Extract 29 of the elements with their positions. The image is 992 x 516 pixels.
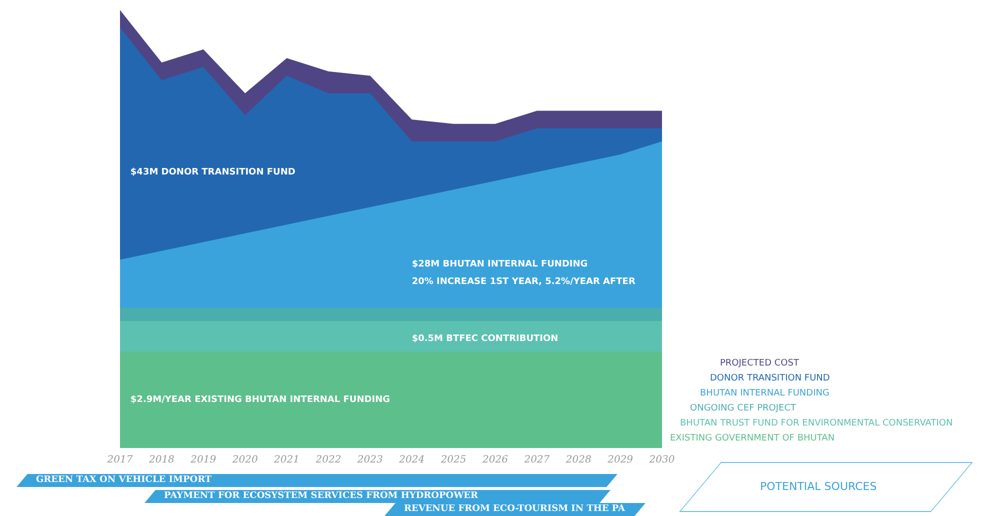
text: DONOR TRANSITION FUND bbox=[710, 373, 830, 384]
x-tick-label: 2027 bbox=[523, 454, 550, 466]
annotation: $43M DONOR TRANSITION FUND bbox=[130, 167, 296, 178]
ribbon: PAYMENT FOR ECOSYSTEM SERVICES FROM HYDROPOWER bbox=[144, 490, 610, 503]
series-label: EXISTING GOVERNMENT OF BHUTAN bbox=[670, 433, 835, 444]
x-tick-label: 2017 bbox=[106, 454, 134, 466]
ribbon: REVENUE FROM ECO-TOURISM IN THE PA bbox=[384, 503, 646, 516]
x-tick-label: 2024 bbox=[398, 454, 425, 466]
x-tick-label: 2029 bbox=[606, 454, 634, 466]
x-tick-label: 2021 bbox=[273, 454, 300, 466]
annotation: $28M BHUTAN INTERNAL FUNDING bbox=[412, 259, 588, 270]
annotation: $0.5M BTFEC CONTRIBUTION bbox=[412, 334, 558, 344]
x-tick-label: 2023 bbox=[356, 454, 383, 466]
annotation: 20% INCREASE 1ST YEAR, 5.2%/YEAR AFTER bbox=[412, 276, 636, 287]
text: BHUTAN INTERNAL FUNDING bbox=[700, 388, 830, 398]
text: ONGOING CEF PROJECT bbox=[690, 403, 796, 414]
series-label: BHUTAN TRUST FUND FOR ENVIRONMENTAL CONSERVATION bbox=[680, 418, 953, 428]
x-tick-label: 2018 bbox=[148, 454, 174, 466]
text: POTENTIAL SOURCES bbox=[760, 480, 877, 493]
annotation: $2.9M/YEAR EXISTING BHUTAN INTERNAL FUNDING bbox=[130, 395, 390, 406]
x-tick-label: 2030 bbox=[648, 454, 676, 466]
x-tick-label: 2022 bbox=[314, 454, 342, 466]
x-tick-label: 2019 bbox=[190, 454, 217, 466]
x-tick-label: 2028 bbox=[564, 454, 592, 466]
x-tick-label: 2026 bbox=[482, 454, 509, 466]
x-tick-label: 2020 bbox=[231, 454, 258, 466]
x-tick-label: 2025 bbox=[440, 454, 466, 466]
ribbon: GREEN TAX ON VEHICLE IMPORT bbox=[16, 474, 618, 487]
text: PROJECTED COST bbox=[720, 358, 800, 368]
